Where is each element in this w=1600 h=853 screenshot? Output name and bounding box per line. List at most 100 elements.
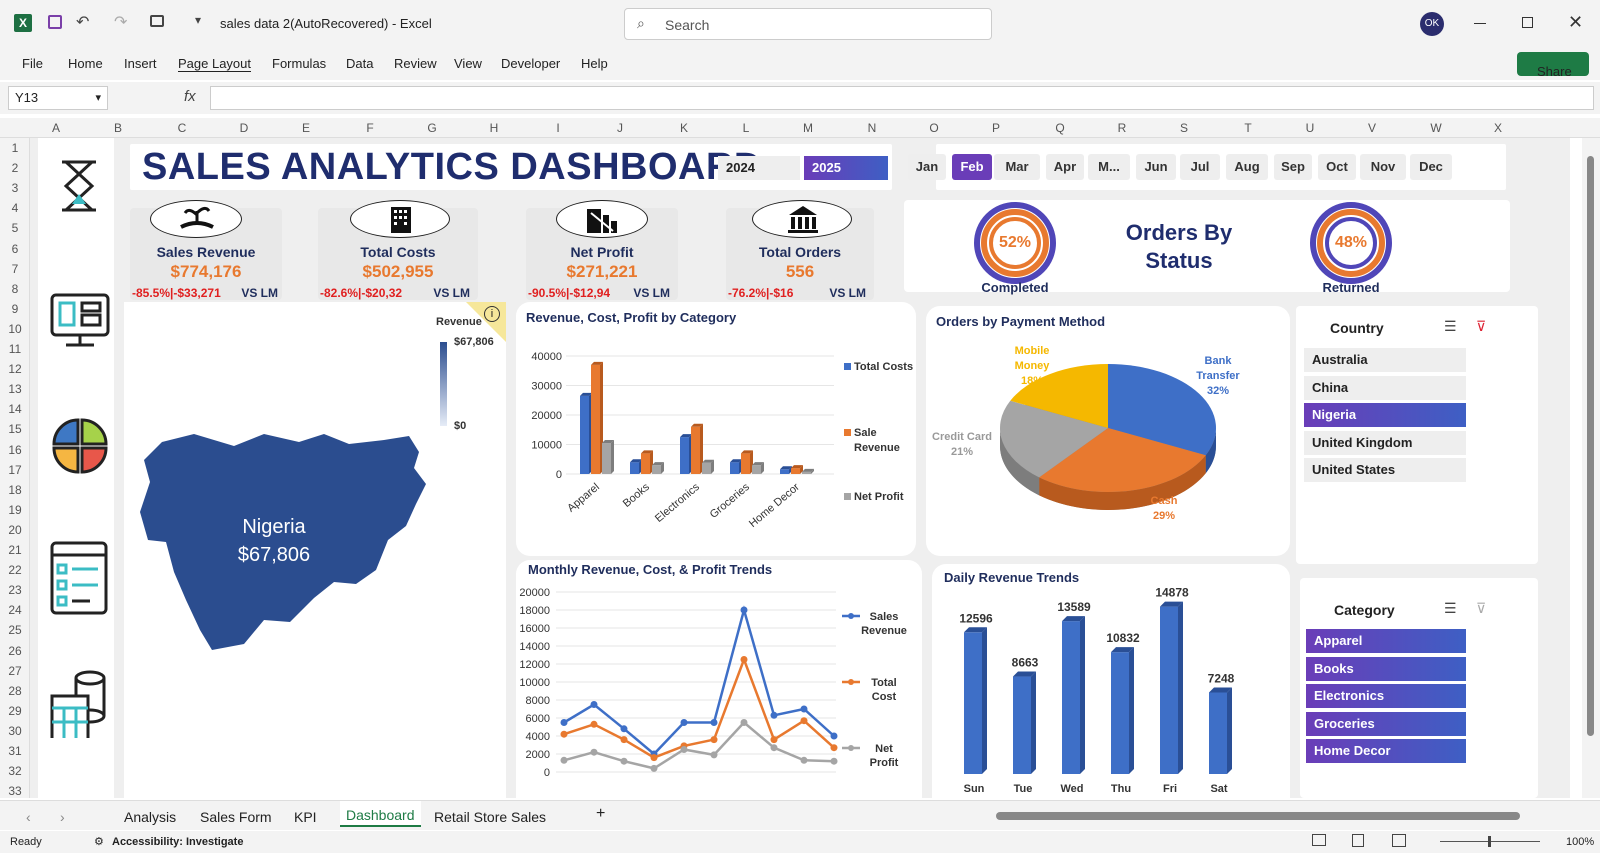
bar[interactable]	[602, 443, 611, 474]
data-point[interactable]	[800, 717, 808, 725]
row-header[interactable]: 6	[11, 241, 19, 256]
row-header[interactable]: 21	[8, 543, 22, 557]
bar[interactable]	[691, 426, 700, 474]
search-box[interactable]: ⌕ Search	[624, 8, 992, 40]
data-point[interactable]	[590, 701, 598, 708]
country-item[interactable]: Australia	[1304, 348, 1466, 372]
database-table-icon[interactable]	[50, 670, 106, 738]
bar[interactable]	[702, 462, 711, 474]
month-sep[interactable]: Sep	[1274, 154, 1312, 180]
pie-chart-icon[interactable]	[52, 418, 108, 474]
column-header[interactable]: M	[803, 121, 813, 135]
minimize-icon[interactable]	[1474, 23, 1486, 24]
menu-home[interactable]: Home	[68, 56, 103, 71]
redo-icon[interactable]: ↷	[114, 14, 128, 31]
row-header[interactable]: 15	[8, 422, 22, 437]
country-item[interactable]: United Kingdom	[1304, 430, 1466, 455]
tab-prev-icon[interactable]: ‹	[26, 809, 31, 825]
column-header[interactable]: V	[1367, 121, 1376, 135]
column-header[interactable]: C	[177, 121, 187, 135]
menu-review[interactable]: Review	[394, 56, 437, 71]
data-point[interactable]	[620, 757, 628, 765]
row-header[interactable]: 33	[8, 784, 22, 799]
bar[interactable]	[630, 462, 639, 474]
column-header[interactable]: B	[113, 121, 122, 135]
country-item[interactable]: United States	[1304, 458, 1466, 482]
bar[interactable]	[591, 364, 600, 474]
bar[interactable]	[1209, 692, 1227, 774]
column-header[interactable]: H	[489, 121, 499, 135]
data-point[interactable]	[680, 719, 688, 726]
row-header[interactable]: 19	[8, 502, 22, 517]
pie-slice[interactable]	[1010, 364, 1108, 428]
row-header[interactable]: 17	[8, 462, 22, 477]
bar[interactable]	[1013, 676, 1031, 774]
row-header[interactable]: 5	[11, 221, 19, 236]
vertical-scrollbar[interactable]	[1582, 138, 1600, 798]
data-point[interactable]	[800, 705, 808, 713]
tab-analysis[interactable]: Analysis	[124, 809, 177, 825]
row-header[interactable]: 2	[11, 161, 19, 176]
monitor-dashboard-icon[interactable]	[50, 293, 110, 347]
bar[interactable]	[802, 471, 811, 474]
data-point[interactable]	[710, 719, 718, 726]
close-icon[interactable]: ✕	[1568, 12, 1584, 32]
share-button[interactable]: Share	[1517, 52, 1589, 79]
bar[interactable]	[1160, 606, 1178, 774]
clear-filter-icon[interactable]: ⊽	[1476, 318, 1487, 334]
category-item[interactable]: Books	[1306, 656, 1466, 681]
info-icon[interactable]: i	[484, 306, 500, 322]
column-header[interactable]: E	[301, 121, 310, 135]
column-header[interactable]: K	[679, 121, 688, 135]
data-point[interactable]	[650, 764, 658, 772]
zoom-thumb[interactable]	[1488, 836, 1491, 847]
bar[interactable]	[580, 395, 589, 474]
row-header[interactable]: 10	[8, 321, 22, 336]
column-header[interactable]: O	[929, 121, 939, 135]
data-point[interactable]	[680, 746, 688, 753]
month-feb[interactable]: Feb	[952, 154, 992, 180]
menu-developer[interactable]: Developer	[501, 56, 561, 71]
row-header[interactable]: 16	[8, 442, 22, 457]
country-item[interactable]: Nigeria	[1304, 403, 1466, 427]
year-2025-button[interactable]: 2025	[804, 156, 888, 180]
data-point[interactable]	[770, 744, 778, 752]
row-header[interactable]: 28	[8, 683, 22, 698]
row-header[interactable]: 24	[8, 603, 22, 618]
column-header[interactable]: J	[617, 121, 623, 135]
country-item[interactable]: China	[1304, 375, 1466, 400]
scroll-thumb[interactable]	[1587, 156, 1594, 736]
bar[interactable]	[741, 453, 750, 474]
multi-select-icon[interactable]: ☰	[1444, 600, 1457, 616]
month-nov[interactable]: Nov	[1360, 154, 1406, 180]
column-header[interactable]: W	[1430, 121, 1442, 135]
nigeria-map-shape[interactable]	[124, 422, 444, 682]
row-header[interactable]: 4	[11, 201, 19, 216]
page-break-view-icon[interactable]	[1392, 834, 1406, 847]
bar[interactable]	[791, 468, 800, 474]
column-header[interactable]: U	[1305, 121, 1315, 135]
column-header[interactable]: Q	[1055, 121, 1065, 135]
tab-next-icon[interactable]: ›	[60, 809, 65, 825]
row-header[interactable]: 13	[8, 382, 22, 397]
data-point[interactable]	[560, 756, 568, 764]
month-oct[interactable]: Oct	[1318, 154, 1356, 180]
column-header[interactable]: X	[1493, 121, 1502, 135]
menu-page-layout[interactable]: Page Layout	[178, 56, 252, 72]
column-header[interactable]: A	[51, 121, 60, 135]
bar[interactable]	[1062, 621, 1080, 774]
row-header[interactable]: 7	[11, 261, 19, 276]
page-layout-view-icon[interactable]	[1352, 834, 1364, 847]
data-point[interactable]	[710, 736, 718, 744]
row-header[interactable]: 26	[8, 643, 22, 658]
tab-dashboard[interactable]: Dashboard	[340, 801, 421, 827]
row-header[interactable]: 23	[8, 583, 22, 598]
month-m[interactable]: M...	[1088, 154, 1130, 180]
row-header[interactable]: 1	[11, 141, 19, 155]
bar[interactable]	[641, 453, 650, 474]
menu-formulas[interactable]: Formulas	[272, 56, 327, 71]
menu-help[interactable]: Help	[581, 56, 608, 71]
menu-file[interactable]: File	[22, 56, 43, 71]
data-point[interactable]	[830, 744, 838, 752]
data-point[interactable]	[620, 725, 628, 733]
